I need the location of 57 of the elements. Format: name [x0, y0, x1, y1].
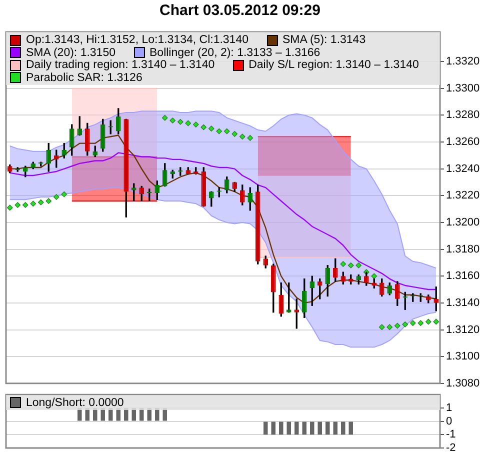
- point: [378, 324, 385, 330]
- point: [14, 202, 21, 208]
- legend-label: Op:1.3143, Hi:1.3152, Lo:1.3134, Cl:1.3140: [26, 34, 248, 46]
- point: [418, 320, 424, 326]
- point: [216, 128, 222, 134]
- point: [232, 131, 238, 137]
- point: [402, 321, 408, 328]
- y-tick-label: 1.3120: [446, 324, 480, 336]
- y-tick-label: 1.3180: [446, 243, 480, 256]
- point: [177, 118, 184, 125]
- point: [425, 318, 432, 325]
- point: [53, 194, 60, 200]
- point: [239, 134, 246, 140]
- legend-label: Bollinger (20, 2): 1.3133 – 1.3166: [150, 46, 320, 59]
- legend-label: Daily trading region: 1.3140 – 1.3140: [26, 59, 215, 72]
- point: [410, 320, 416, 326]
- point: [433, 318, 440, 325]
- point: [192, 122, 199, 128]
- y-tick-label: 1.3240: [446, 162, 480, 175]
- point: [224, 128, 230, 134]
- point: [30, 200, 36, 207]
- legend-label: Daily S/L region: 1.3140 – 1.3140: [248, 59, 419, 72]
- y-tick-label: 0: [446, 415, 452, 428]
- y-tick-label: -1: [446, 428, 456, 441]
- point: [356, 262, 362, 268]
- legend-label: SMA (20): 1.3150: [26, 46, 116, 59]
- legend-label: SMA (5): 1.3143: [282, 34, 366, 46]
- point: [386, 324, 393, 330]
- point: [340, 261, 346, 267]
- point: [208, 126, 214, 132]
- legend-label: Parabolic SAR: 1.3126: [26, 72, 142, 84]
- point: [247, 135, 254, 141]
- point: [394, 322, 400, 329]
- y-tick-label: 1: [446, 402, 452, 414]
- point: [185, 120, 192, 126]
- y-tick-label: 1.3260: [446, 136, 480, 148]
- y-tick-label: 1.3140: [446, 296, 480, 309]
- y-tick-label: 1.3160: [446, 270, 480, 282]
- y-tick-label: 1.3320: [446, 56, 480, 68]
- y-tick-label: -2: [446, 442, 456, 454]
- point: [6, 204, 13, 211]
- point: [46, 198, 52, 204]
- y-tick-label: 1.3100: [446, 350, 480, 363]
- y-tick-label: 1.3200: [446, 216, 480, 228]
- point: [61, 191, 68, 198]
- y-tick-label: 1.3080: [446, 377, 480, 390]
- legend-label: Long/Short: 0.0000: [26, 396, 124, 410]
- point: [22, 202, 28, 208]
- point: [170, 118, 176, 124]
- chart-title: Chart 03.05.2012 09:29: [158, 2, 322, 19]
- y-tick-label: 1.3280: [446, 109, 480, 122]
- point: [348, 262, 354, 268]
- point: [200, 124, 207, 130]
- point: [162, 114, 168, 121]
- point: [38, 199, 44, 206]
- y-tick-label: 1.3300: [446, 82, 480, 94]
- y-tick-label: 1.3220: [446, 190, 480, 202]
